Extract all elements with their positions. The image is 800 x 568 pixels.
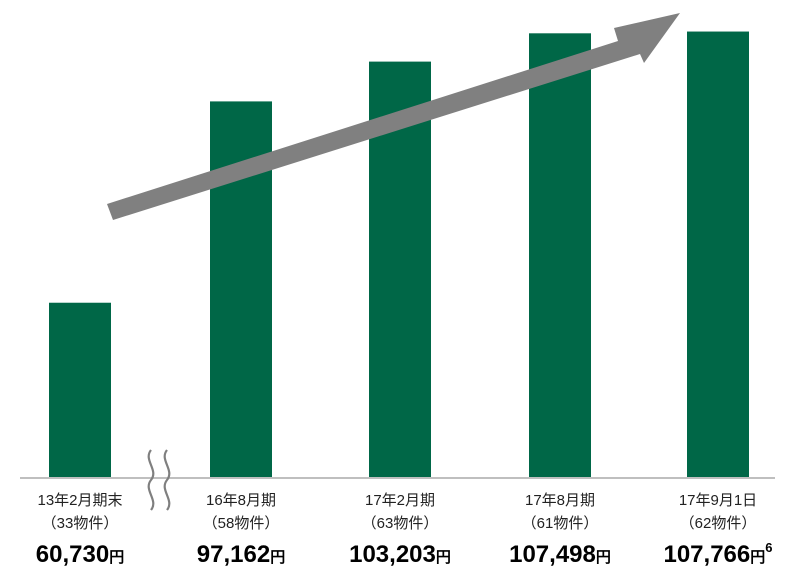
period-label-3: 17年2月期 [365, 492, 435, 509]
bar-5 [687, 31, 749, 478]
bar-4 [529, 33, 591, 479]
property-count-label-5: （62物件） [680, 515, 757, 532]
period-label-4: 17年8月期 [525, 492, 595, 509]
property-count-label-4: （61物件） [522, 515, 599, 532]
footnote-marker: 6 [765, 540, 772, 555]
value-number: 97,162 [197, 541, 270, 568]
value-number: 60,730 [36, 541, 109, 568]
value-unit: 円 [109, 549, 124, 566]
value-unit: 円 [750, 549, 765, 566]
property-count-label-2: （58物件） [203, 515, 280, 532]
property-count-label-1: （33物件） [42, 515, 119, 532]
value-number: 107,766 [663, 541, 750, 568]
value-unit: 円 [436, 549, 451, 566]
period-label-2: 16年8月期 [206, 492, 276, 509]
category-labels: 13年2月期末（33物件）60,730円16年8月期（58物件）97,162円1… [36, 492, 773, 568]
period-label-1: 13年2月期末 [37, 492, 122, 509]
value-label-4: 107,498円 [509, 541, 611, 568]
value-label-5: 107,766円6 [663, 540, 772, 568]
value-label-3: 103,203円 [349, 541, 451, 568]
value-unit: 円 [270, 549, 285, 566]
period-label-5: 17年9月1日 [679, 492, 757, 509]
bar-1 [49, 302, 111, 478]
axis-break-mark [147, 449, 171, 511]
value-label-1: 60,730円 [36, 541, 124, 568]
value-number: 103,203 [349, 541, 436, 568]
value-number: 107,498 [509, 541, 596, 568]
value-label-2: 97,162円 [197, 541, 285, 568]
property-count-label-3: （63物件） [362, 515, 439, 532]
trend-arrow-icon [107, 13, 680, 220]
bars [49, 31, 749, 479]
value-unit: 円 [596, 549, 611, 566]
